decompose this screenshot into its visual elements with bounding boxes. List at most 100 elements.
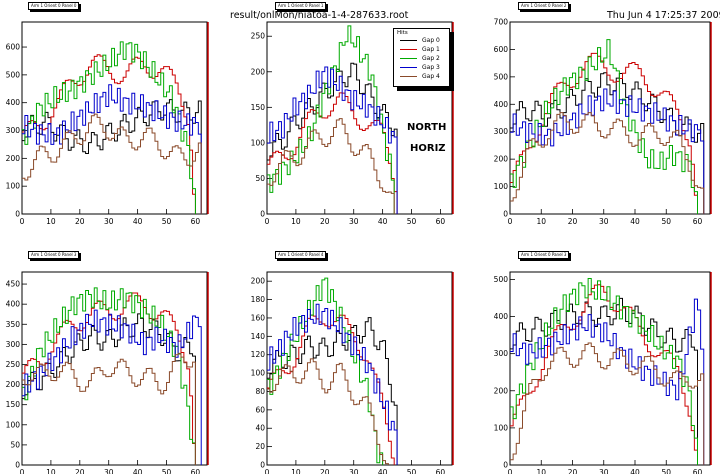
histogram-series [510,297,698,465]
x-tick-label: 20 [320,468,330,474]
histogram-series [510,298,705,465]
plot-frame [21,21,208,215]
x-tick-label: 60 [693,217,703,226]
y-tick-label: 400 [6,300,21,309]
x-tick-label: 10 [291,468,301,474]
histogram-series [267,118,395,214]
y-tick-label: 300 [494,127,509,136]
histogram-series [267,25,395,214]
histogram-series [22,41,196,214]
histogram-series [267,277,384,465]
histogram-panel: 0 10 20 30 40 50 60 0 50 100 150 200 250 300 350 400 450 [6,271,209,474]
histogram-panel: 0 10 20 30 40 50 60 0 20 40 60 80 100 120 140 160 180 200 [251,271,454,474]
plot-frame [509,21,711,215]
y-tick-label: 100 [6,420,21,429]
histogram-series [510,112,705,214]
histogram-panel: 0 10 20 30 40 50 60 0 100 200 300 400 500 [494,271,712,474]
legend-label: Gap 1 [422,46,440,53]
x-tick-label: 20 [568,217,578,226]
legend-entry: Gap 3 [394,63,449,72]
y-tick-label: 250 [251,32,266,41]
x-tick-label: 40 [133,468,143,474]
y-tick-label: 250 [6,360,21,369]
y-tick-label: 60 [255,405,265,414]
x-tick-label: 10 [536,468,546,474]
legend-swatch [400,76,417,77]
histogram-series [22,84,202,214]
panel-title: Arm 1 Orient 0 Panel 3 [28,251,80,259]
y-tick-label: 500 [494,72,509,81]
plot-frame [266,271,453,466]
x-tick-label: 30 [599,217,609,226]
file-title: result/onlMon/hiatoa-1-4-287633.root [230,10,409,21]
panel-title: Arm 1 Orient 0 Panel 1 [275,2,327,10]
y-tick-label: 500 [494,275,509,284]
y-tick-label: 200 [494,386,509,395]
legend-label: Gap 3 [422,64,440,71]
panel-title: Arm 1 Orient 0 Panel 4 [275,251,327,259]
x-tick-label: 40 [630,217,640,226]
x-tick-label: 0 [265,468,270,474]
plot-frame [21,271,208,466]
y-tick-label: 350 [6,320,21,329]
x-tick-label: 0 [265,217,270,226]
y-tick-label: 100 [6,182,21,191]
y-tick-label: 300 [6,340,21,349]
x-tick-label: 50 [407,468,417,474]
x-tick-label: 20 [320,217,330,226]
histogram-series [510,88,705,214]
y-tick-label: 40 [255,424,265,433]
legend-entry: Gap 1 [394,45,449,54]
x-tick-label: 40 [378,468,388,474]
y-tick-label: 300 [494,349,509,358]
y-tick-label: 600 [494,45,509,54]
x-tick-label: 40 [378,217,388,226]
x-tick-label: 20 [568,468,578,474]
y-tick-label: 0 [260,210,265,219]
histogram-series [22,113,202,214]
x-tick-label: 40 [630,468,640,474]
y-tick-label: 160 [251,313,266,322]
y-tick-label: 180 [251,295,266,304]
x-tick-label: 40 [133,217,143,226]
y-tick-label: 80 [255,387,265,396]
histogram-series [267,358,389,465]
x-tick-label: 50 [162,468,172,474]
x-tick-label: 30 [104,468,114,474]
y-tick-label: 100 [494,423,509,432]
date-stamp: Thu Jun 4 17:25:37 2009 [607,10,720,21]
y-tick-label: 400 [494,100,509,109]
legend-entry: Gap 2 [394,54,449,63]
y-tick-label: 150 [251,103,266,112]
y-tick-label: 50 [255,174,265,183]
x-tick-label: 0 [20,217,25,226]
y-tick-label: 450 [6,280,21,289]
x-tick-label: 10 [46,468,56,474]
y-tick-label: 120 [251,350,266,359]
x-tick-label: 60 [191,468,201,474]
y-tick-label: 200 [251,67,266,76]
histogram-series [267,317,398,465]
x-tick-label: 0 [508,217,513,226]
x-tick-label: 10 [46,217,56,226]
panel-title: Arm 1 Orient 0 Panel 0 [28,2,80,10]
legend-entry: Gap 4 [394,72,449,81]
histogram-series [267,62,398,214]
y-tick-label: 20 [255,442,265,451]
histogram-series [510,284,698,465]
x-tick-label: 10 [536,217,546,226]
y-tick-label: 0 [503,461,508,470]
x-tick-label: 20 [75,217,85,226]
x-tick-label: 60 [693,468,703,474]
legend-swatch [400,40,417,41]
x-tick-label: 50 [407,217,417,226]
y-tick-label: 0 [15,210,20,219]
histogram-series [22,309,202,465]
y-tick-label: 400 [494,312,509,321]
histogram-series [510,72,705,214]
x-tick-label: 0 [508,468,513,474]
y-tick-label: 0 [260,461,265,470]
x-tick-label: 0 [20,468,25,474]
histogram-series [22,99,202,214]
